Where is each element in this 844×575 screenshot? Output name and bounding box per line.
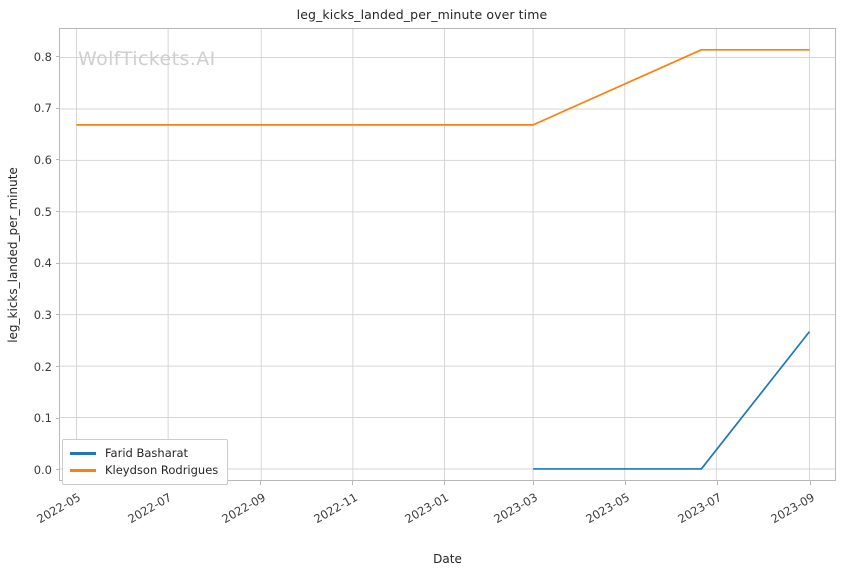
legend-item-label: Farid Basharat bbox=[105, 445, 189, 460]
x-tick-mark bbox=[716, 481, 718, 485]
x-tick-label: 2022-11 bbox=[311, 490, 360, 527]
y-axis-label-wrapper: leg_kicks_landed_per_minute bbox=[3, 28, 23, 481]
x-tick-mark bbox=[624, 481, 626, 485]
data-series-lines bbox=[76, 48, 811, 470]
x-tick-label: 2022-07 bbox=[125, 490, 175, 527]
x-tick-label: 2023-09 bbox=[768, 490, 818, 527]
x-tick-mark bbox=[260, 481, 262, 485]
plot-area: WolfTickets.AI bbox=[59, 28, 836, 481]
chart-title: leg_kicks_landed_per_minute over time bbox=[296, 7, 548, 22]
series-line-farid-basharat bbox=[533, 331, 811, 470]
x-tick-mark bbox=[532, 481, 534, 485]
legend-item[interactable]: Farid Basharat bbox=[70, 445, 218, 462]
x-tick-label: 2022-05 bbox=[33, 490, 83, 527]
legend-color-swatch bbox=[70, 452, 96, 455]
legend-color-swatch bbox=[70, 469, 96, 472]
x-tick-label: 2023-05 bbox=[583, 490, 633, 527]
x-tick-mark bbox=[352, 481, 354, 485]
x-tick-mark bbox=[809, 481, 811, 485]
grid-lines bbox=[60, 29, 835, 480]
x-tick-label: 2022-09 bbox=[219, 490, 268, 527]
x-tick-label: 2023-01 bbox=[402, 490, 452, 527]
x-axis-label: Date bbox=[433, 552, 462, 566]
series-line-kleydson-rodrigues bbox=[76, 48, 810, 126]
x-tick-label: 2023-07 bbox=[675, 490, 725, 527]
x-tick-label: 2023-03 bbox=[491, 490, 541, 527]
y-axis-label: leg_kicks_landed_per_minute bbox=[6, 166, 20, 343]
x-tick-mark bbox=[443, 481, 445, 485]
legend-item[interactable]: Kleydson Rodrigues bbox=[70, 462, 218, 479]
chart-legend[interactable]: Farid Basharat Kleydson Rodrigues bbox=[62, 439, 229, 485]
legend-item-label: Kleydson Rodrigues bbox=[105, 462, 219, 477]
